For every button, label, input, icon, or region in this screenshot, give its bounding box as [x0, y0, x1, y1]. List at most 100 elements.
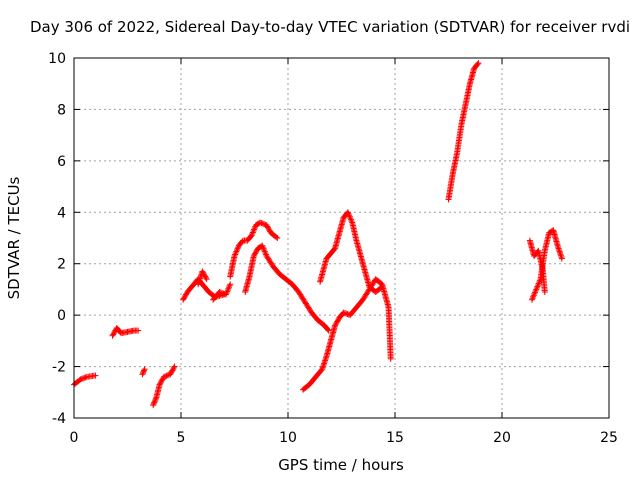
series-s7: [210, 281, 234, 303]
data-point-marker: [257, 219, 264, 226]
grid-lines: [74, 58, 609, 418]
data-point-marker: [273, 234, 280, 241]
data-point-marker: [261, 221, 268, 228]
data-point-marker: [332, 321, 339, 328]
data-point-marker: [171, 363, 178, 370]
data-point-marker: [253, 247, 260, 254]
data-point-marker: [216, 289, 223, 295]
data-point-marker: [318, 367, 325, 374]
y-tick-label: 8: [57, 102, 66, 118]
data-point-marker: [258, 220, 265, 227]
data-point-marker: [264, 223, 271, 230]
x-tick-label: 25: [600, 430, 618, 446]
data-point-marker: [340, 309, 347, 316]
data-point-marker: [140, 368, 147, 375]
axis-ticks: 0 5 10 15 20 25 -4 -2 0 2 4 6 8 10: [48, 51, 618, 446]
x-tick-label: 0: [70, 430, 79, 446]
data-point-marker: [82, 374, 89, 381]
data-point-marker: [226, 282, 233, 289]
data-point-marker: [251, 226, 258, 233]
data-point-marker: [202, 274, 209, 281]
data-point-marker: [150, 402, 157, 409]
data-point-marker: [227, 281, 234, 288]
data-point-marker: [199, 268, 206, 275]
data-point-marker: [266, 227, 273, 234]
x-tick-label: 20: [493, 430, 511, 446]
data-point-marker: [203, 276, 210, 283]
data-point-marker: [252, 250, 259, 257]
data-point-marker: [168, 368, 175, 375]
data-point-marker: [333, 319, 340, 326]
data-point-marker: [182, 292, 189, 299]
data-point-marker: [387, 355, 394, 362]
x-tick-label: 10: [279, 430, 297, 446]
data-point-marker: [151, 398, 158, 405]
data-point-marker: [535, 282, 542, 289]
data-point-marker: [156, 381, 163, 388]
series-s8: [227, 219, 281, 280]
data-point-marker: [346, 212, 353, 219]
data-point-marker: [169, 367, 176, 374]
data-point-marker: [200, 269, 207, 276]
data-point-marker: [152, 395, 159, 402]
series-s11: [317, 209, 386, 295]
data-point-marker: [541, 289, 548, 295]
data-point-marker: [231, 253, 238, 259]
data-point-marker: [158, 377, 165, 384]
data-point-marker: [536, 277, 543, 284]
data-point-marker: [535, 280, 542, 287]
data-point-marker: [152, 397, 159, 403]
data-point-marker: [347, 216, 354, 223]
data-point-marker: [261, 248, 268, 255]
data-point-marker: [259, 244, 266, 251]
data-point-marker: [249, 229, 256, 236]
data-point-marker: [261, 247, 268, 254]
data-point-marker: [262, 251, 269, 258]
data-point-marker: [251, 225, 258, 232]
data-point-marker: [81, 374, 88, 381]
data-point-marker: [233, 248, 240, 255]
data-point-marker: [180, 295, 187, 302]
data-point-marker: [111, 328, 118, 335]
data-point-marker: [162, 373, 169, 380]
data-point-marker: [135, 327, 142, 334]
data-point-marker: [378, 284, 385, 291]
data-point-marker: [233, 247, 240, 254]
data-point-marker: [532, 289, 539, 296]
y-tick-label: -2: [52, 360, 66, 376]
series-s1: [71, 372, 99, 388]
data-point-marker: [265, 224, 272, 231]
data-point-marker: [531, 290, 538, 297]
data-point-marker: [164, 372, 171, 379]
data-point-marker: [140, 370, 147, 376]
data-point-marker: [182, 291, 189, 298]
data-point-marker: [201, 272, 208, 279]
data-point-marker: [252, 249, 259, 256]
data-point-marker: [110, 330, 117, 337]
data-point-marker: [181, 294, 188, 301]
data-point-marker: [79, 375, 86, 382]
data-point-marker: [265, 226, 272, 232]
chart-title: Day 306 of 2022, Sidereal Day-to-day VTE…: [30, 18, 630, 36]
data-point-marker: [263, 222, 270, 229]
data-point-marker: [534, 283, 541, 290]
y-tick-label: -4: [52, 411, 66, 427]
data-point-marker: [474, 61, 481, 68]
data-point-marker: [250, 228, 257, 235]
data-point-marker: [151, 399, 158, 406]
data-point-marker: [232, 251, 239, 258]
data-point-marker: [274, 235, 281, 241]
data-point-marker: [92, 372, 99, 379]
series-s10: [299, 276, 394, 393]
series-s14: [528, 227, 565, 303]
series-s3: [139, 366, 148, 378]
x-axis-label: GPS time / hours: [278, 456, 404, 474]
data-point-marker: [234, 245, 241, 252]
data-point-marker: [223, 290, 230, 297]
data-point-marker: [260, 245, 267, 252]
data-point-marker: [528, 296, 535, 303]
y-tick-label: 10: [48, 51, 66, 67]
data-point-marker: [217, 289, 224, 296]
data-point-marker: [345, 210, 352, 217]
